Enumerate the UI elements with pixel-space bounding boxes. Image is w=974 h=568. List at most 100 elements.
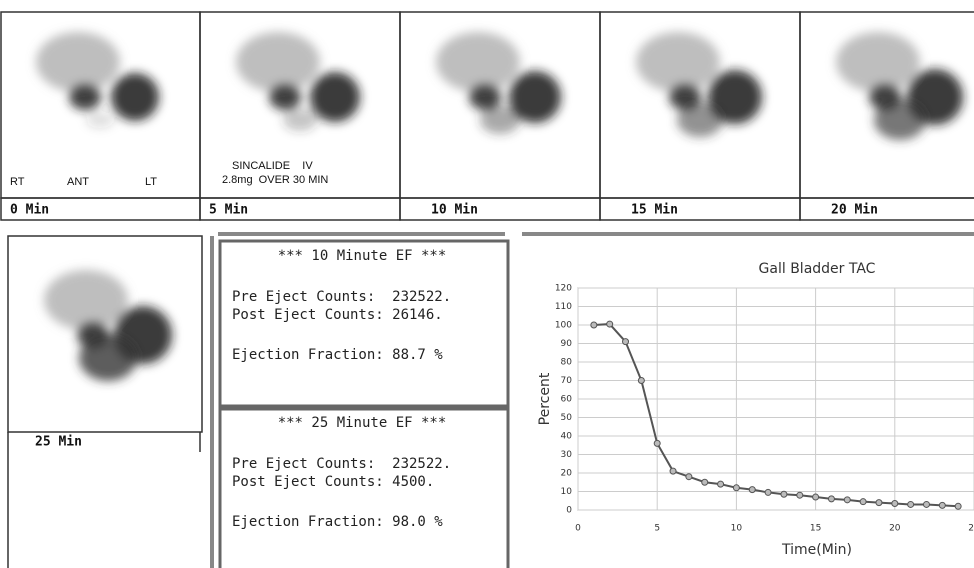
y-tick-label: 30 xyxy=(561,450,573,460)
y-tick-label: 0 xyxy=(566,506,572,516)
ef-title: *** 10 Minute EF *** xyxy=(278,248,447,264)
ef-line: Pre Eject Counts: 232522. xyxy=(232,289,451,305)
scan xyxy=(36,32,159,128)
scan xyxy=(436,32,561,134)
y-tick-label: 60 xyxy=(561,395,573,405)
data-point xyxy=(622,338,630,346)
panel-label: 5 Min xyxy=(209,203,248,218)
panel-label: 25 Min xyxy=(35,435,82,450)
panel-label: 15 Min xyxy=(631,203,678,218)
data-point xyxy=(701,478,709,486)
scan xyxy=(44,270,172,381)
gallbladder xyxy=(111,73,159,121)
data-point xyxy=(859,498,867,506)
x-tick-label: 20 xyxy=(889,524,901,534)
liver xyxy=(636,32,720,92)
annotation: 2.8mg OVER 30 MIN xyxy=(222,174,328,186)
x-tick-label: 5 xyxy=(654,524,660,534)
bowel xyxy=(86,112,114,128)
data-point xyxy=(606,320,614,328)
x-axis-label: Time(Min) xyxy=(781,542,852,558)
data-point xyxy=(590,321,598,329)
data-point xyxy=(764,488,772,496)
data-point xyxy=(922,500,930,508)
ef-line: Ejection Fraction: 98.0 % xyxy=(232,514,443,530)
annotation: ANT xyxy=(67,176,89,188)
y-tick-label: 110 xyxy=(555,302,572,312)
liver xyxy=(836,32,920,92)
y-tick-label: 20 xyxy=(561,469,573,479)
x-tick-label: 10 xyxy=(731,524,743,534)
y-tick-label: 100 xyxy=(555,321,572,331)
data-point xyxy=(891,500,899,508)
label-bar xyxy=(799,197,974,221)
y-tick-label: 10 xyxy=(561,487,573,497)
bowel xyxy=(677,103,723,137)
y-tick-label: 80 xyxy=(561,358,573,368)
scan-images xyxy=(36,32,963,381)
chart: Gall Bladder TAC Percent Time(Min) 0 10 20… xyxy=(537,261,974,558)
bowel xyxy=(480,106,520,134)
data-point xyxy=(669,467,677,475)
gallbladder xyxy=(708,70,762,124)
bowel xyxy=(874,100,926,140)
annotation: LT xyxy=(145,176,157,188)
bowel xyxy=(79,335,137,381)
scan xyxy=(236,32,360,131)
data-point xyxy=(812,493,820,501)
ef-boxes xyxy=(218,239,510,568)
bowel xyxy=(283,109,317,131)
data-point xyxy=(796,491,804,499)
annotation: RT xyxy=(10,176,25,188)
data-point xyxy=(653,439,661,447)
data-point xyxy=(938,501,946,509)
gallbladder xyxy=(310,72,360,122)
data-point xyxy=(732,484,740,492)
y-tick-label: 70 xyxy=(561,376,573,386)
ef-box xyxy=(218,407,510,568)
ef-title: *** 25 Minute EF *** xyxy=(278,415,447,431)
ef-line: Post Eject Counts: 26146. xyxy=(232,307,443,323)
scan xyxy=(636,32,762,137)
separators xyxy=(210,232,974,568)
liver xyxy=(436,32,520,92)
y-tick-label: 120 xyxy=(555,284,572,294)
data-point xyxy=(827,495,835,503)
x-tick-label: 15 xyxy=(810,524,821,534)
x-tick-label: 0 xyxy=(575,524,581,534)
data-point xyxy=(907,500,915,508)
ef-line: Post Eject Counts: 4500. xyxy=(232,474,434,490)
liver xyxy=(236,32,320,92)
y-axis-label: Percent xyxy=(537,372,553,425)
y-tick-label: 90 xyxy=(561,339,573,349)
duct xyxy=(669,84,701,110)
chart-title: Gall Bladder TAC xyxy=(759,261,876,277)
liver xyxy=(36,32,120,92)
x-tick-label: 25 xyxy=(968,524,974,534)
data-point xyxy=(637,377,645,384)
data-point xyxy=(875,499,883,507)
panel-label: 0 Min xyxy=(10,203,49,218)
scan xyxy=(836,32,963,140)
data-point xyxy=(843,496,851,504)
y-tick-label: 40 xyxy=(561,432,573,442)
gallbladder xyxy=(509,71,561,123)
data-point xyxy=(954,502,962,510)
duct xyxy=(469,84,501,110)
panel-label: 10 Min xyxy=(431,203,478,218)
y-tick-label: 50 xyxy=(561,413,573,423)
duct xyxy=(269,84,301,110)
duct xyxy=(69,84,101,110)
data-point xyxy=(748,486,756,494)
data-point xyxy=(685,473,693,481)
ef-line: Pre Eject Counts: 232522. xyxy=(232,456,451,472)
liver xyxy=(44,270,128,330)
data-point xyxy=(780,490,788,498)
ef-line: Ejection Fraction: 88.7 % xyxy=(232,347,443,363)
data-point xyxy=(717,480,725,488)
panel-label: 20 Min xyxy=(831,203,878,218)
ef-box xyxy=(218,239,510,408)
annotation: SINCALIDE IV xyxy=(232,160,313,172)
frame xyxy=(7,235,203,433)
